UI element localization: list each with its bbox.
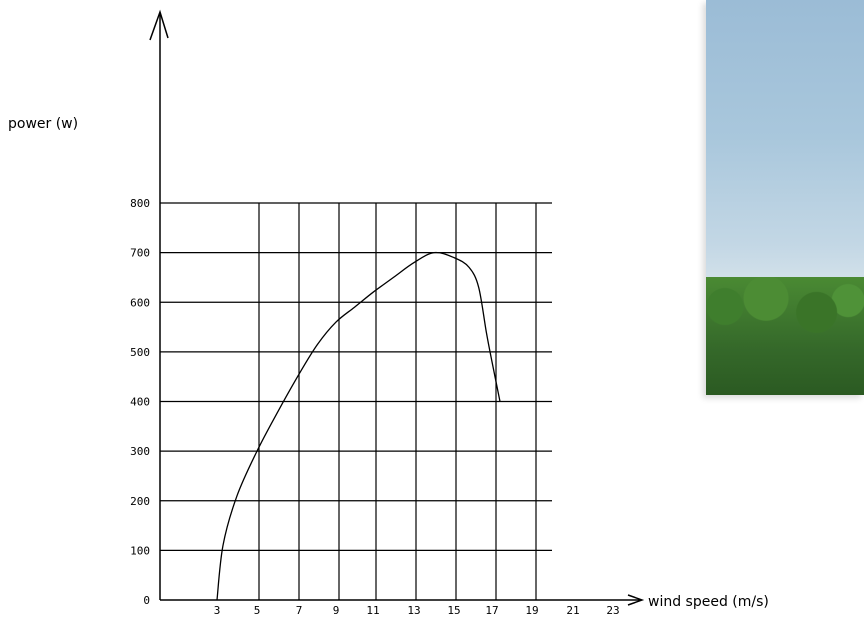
- y-tick-labels: 0 100 200 300 400 500 600 700 800: [130, 197, 150, 607]
- x-tick-label: 23: [606, 604, 619, 617]
- x-tick-label: 5: [254, 604, 261, 617]
- y-tick-label: 200: [130, 495, 150, 508]
- wind-turbine-photo-icon: [706, 0, 864, 395]
- y-tick-label: 400: [130, 396, 150, 409]
- x-tick-label: 9: [333, 604, 340, 617]
- y-tick-label: 700: [130, 247, 150, 260]
- chart-grid: [160, 202, 552, 600]
- chart-axes: [149, 9, 645, 606]
- x-axis-arrow: [627, 594, 645, 606]
- y-tick-label: 300: [130, 445, 150, 458]
- y-axis-arrow: [149, 9, 169, 41]
- x-tick-label: 21: [566, 604, 579, 617]
- x-tick-label: 7: [296, 604, 303, 617]
- x-tick-label: 19: [525, 604, 538, 617]
- x-tick-label: 13: [407, 604, 420, 617]
- y-tick-label: 800: [130, 197, 150, 210]
- y-tick-label: 500: [130, 346, 150, 359]
- y-tick-label: 100: [130, 544, 150, 557]
- x-tick-label: 17: [485, 604, 498, 617]
- trees-shape: [706, 277, 864, 395]
- x-axis-title: wind speed (m/s): [648, 594, 769, 610]
- x-tick-labels: 3 5 7 9 11 13 15 17 19 21 23: [214, 604, 620, 617]
- x-tick-label: 11: [366, 604, 379, 617]
- power-curve-line: [216, 251, 501, 601]
- x-tick-label: 15: [447, 604, 460, 617]
- y-axis-title: power (w): [8, 116, 78, 132]
- y-tick-label: 0: [143, 594, 150, 607]
- y-tick-label: 600: [130, 296, 150, 309]
- x-tick-label: 3: [214, 604, 221, 617]
